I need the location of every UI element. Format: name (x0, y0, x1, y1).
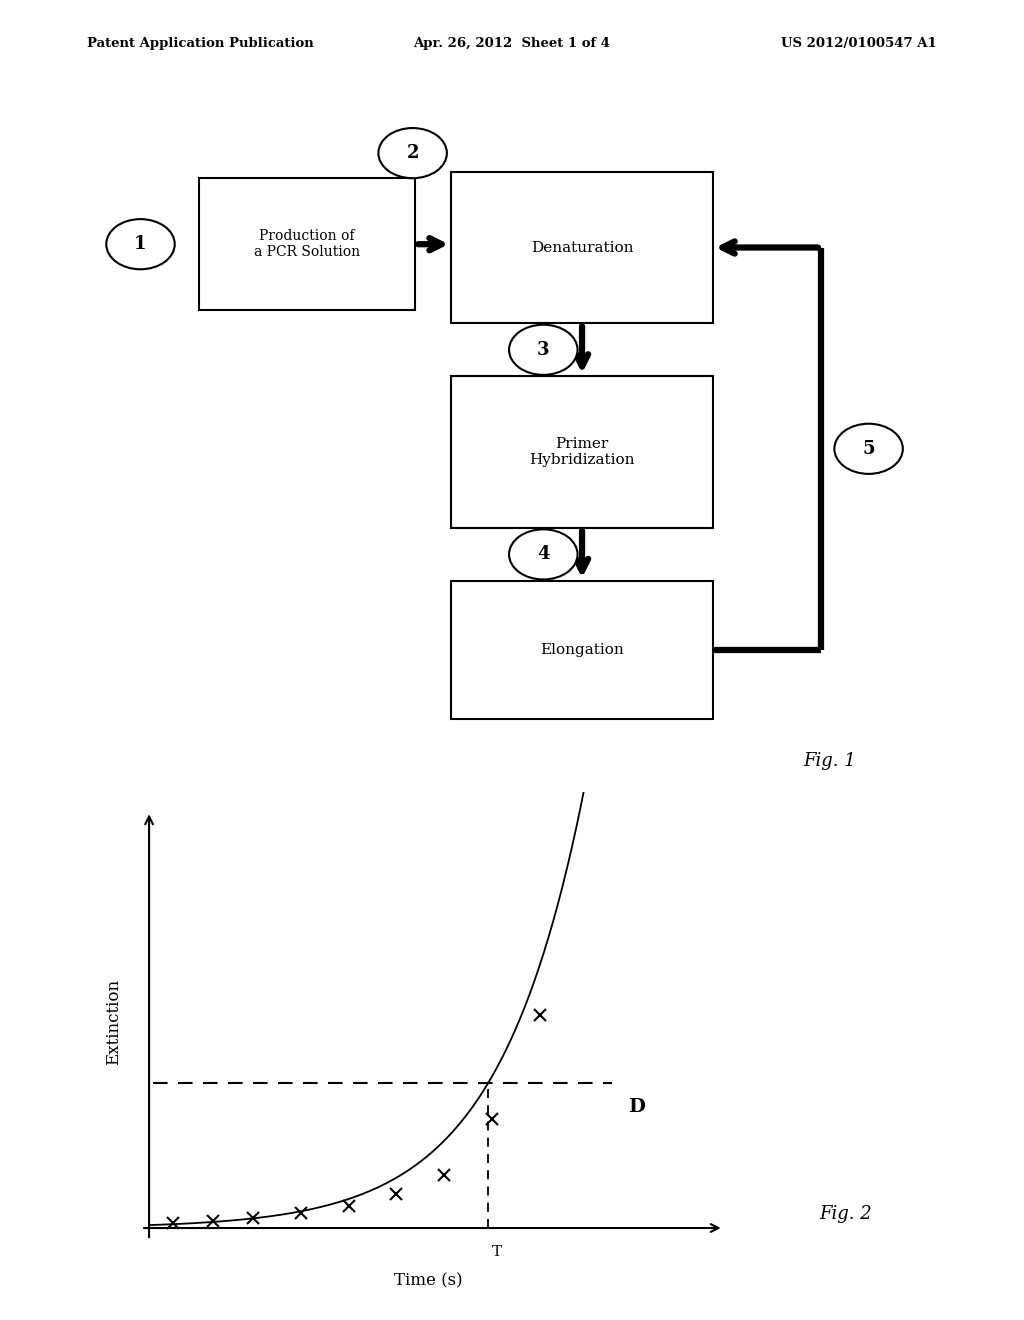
Text: US 2012/0100547 A1: US 2012/0100547 A1 (781, 37, 937, 50)
Bar (199, 178, 416, 310)
Text: Primer
Hybridization: Primer Hybridization (529, 437, 635, 467)
Text: Patent Application Publication: Patent Application Publication (87, 37, 313, 50)
Text: Fig. 1: Fig. 1 (804, 752, 856, 771)
Text: 4: 4 (537, 545, 550, 564)
Circle shape (509, 325, 578, 375)
Text: Extinction: Extinction (104, 979, 122, 1065)
Circle shape (106, 219, 175, 269)
Text: D: D (628, 1098, 645, 1115)
Text: 3: 3 (537, 341, 550, 359)
Circle shape (509, 529, 578, 579)
Text: 1: 1 (134, 235, 146, 253)
Text: Denaturation: Denaturation (530, 240, 633, 255)
Text: Elongation: Elongation (541, 643, 624, 657)
Text: 5: 5 (862, 440, 874, 458)
Circle shape (379, 128, 446, 178)
Text: Production of
a PCR Solution: Production of a PCR Solution (254, 230, 360, 259)
Text: 2: 2 (407, 144, 419, 162)
Bar (452, 581, 713, 719)
Bar (452, 376, 713, 528)
Text: Fig. 2: Fig. 2 (819, 1205, 872, 1224)
Bar (452, 172, 713, 323)
Text: Apr. 26, 2012  Sheet 1 of 4: Apr. 26, 2012 Sheet 1 of 4 (414, 37, 610, 50)
Text: Time (s): Time (s) (394, 1272, 463, 1290)
Text: T: T (493, 1245, 503, 1259)
Circle shape (835, 424, 903, 474)
